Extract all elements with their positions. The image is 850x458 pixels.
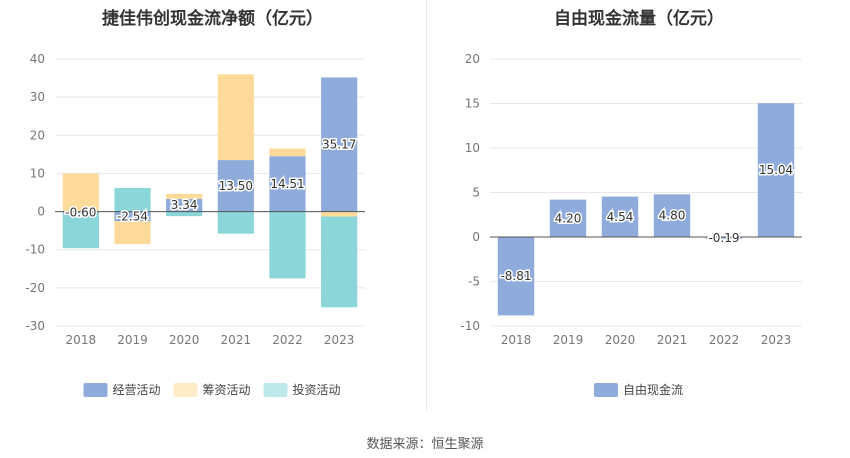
bar-series-1: [217, 74, 254, 161]
data-label: 4.20: [555, 211, 582, 225]
bar-series-1: [114, 221, 151, 245]
bar-primary: [653, 194, 691, 237]
y-tick-label: 10: [465, 141, 480, 155]
x-tick-label: 2021: [221, 333, 252, 347]
bar-series-1: [166, 193, 203, 199]
y-tick-label: 5: [472, 186, 480, 200]
data-label: 15.04: [759, 163, 793, 177]
y-tick-label: 10: [30, 166, 45, 180]
bar-series-2: [217, 211, 254, 234]
data-label: -0.60: [65, 206, 96, 220]
bar-series-2: [166, 211, 203, 217]
x-tick-label: 2020: [169, 333, 200, 347]
source-note: 数据来源：恒生聚源: [366, 437, 484, 452]
bar-primary: [549, 199, 587, 237]
x-tick-label: 2018: [501, 333, 532, 347]
legend-label: 筹资活动: [203, 383, 251, 397]
bar-primary: [217, 160, 254, 212]
bar-primary: [321, 77, 358, 212]
y-tick-label: -10: [25, 243, 45, 257]
bar-primary: [705, 237, 743, 239]
x-tick-label: 2021: [657, 333, 688, 347]
legend-label: 投资活动: [293, 382, 341, 397]
free-cashflow-svg: -10 -5 0 5 10 15 20 2018 2019 2020 2021 2022 2023 -8.…: [460, 52, 802, 397]
x-tick-label: 2023: [761, 333, 792, 347]
data-label: -2.54: [117, 209, 148, 223]
y-tick-label: 30: [30, 90, 45, 104]
chart-title: 捷佳伟创现金流净额（亿元）: [102, 9, 323, 29]
data-label: 14.51: [270, 177, 304, 191]
bar-series-2: [321, 216, 358, 308]
bar-primary: [497, 237, 535, 316]
bar-primary: [601, 196, 639, 237]
bar-series-2: [114, 187, 151, 212]
x-tick-label: 2020: [605, 333, 636, 347]
x-tick-label: 2019: [553, 333, 584, 347]
y-tick-label: 0: [472, 230, 480, 244]
free-cashflow-chart: 自由现金流量（亿元） -10 -5 0 5 10 15 20 2018 2019 2020 2021…: [428, 0, 850, 415]
y-tick-label: 20: [30, 128, 45, 142]
x-tick-label: 2022: [272, 333, 303, 347]
cashflow-net-chart: 捷佳伟创现金流净额（亿元） -30 -20 -10 0 10 20 30 40 2018 2019…: [0, 0, 425, 415]
y-tick-label: -30: [25, 319, 45, 333]
panel-divider: [426, 0, 427, 410]
y-tick-label: -10: [460, 319, 480, 333]
x-tick-label: 2019: [117, 333, 148, 347]
bar-series-2: [62, 213, 99, 249]
bar-primary: [757, 103, 795, 237]
legend-swatch: [594, 383, 618, 397]
legend-label: 经营活动: [113, 383, 161, 397]
chart-title: 自由现金流量（亿元）: [554, 9, 724, 29]
x-tick-label: 2022: [709, 333, 740, 347]
legend-swatch: [173, 383, 198, 397]
y-tick-label: -20: [25, 281, 45, 295]
y-tick-label: 15: [465, 97, 480, 111]
y-tick-label: 0: [37, 205, 45, 219]
bar-series-1: [62, 173, 99, 212]
bar-primary: [62, 211, 99, 214]
legend-swatch: [263, 383, 288, 397]
cashflow-net-svg: -30 -20 -10 0 10 20 30 40 2018 2019 2020 2021 2022 20…: [25, 52, 365, 397]
data-label: 35.17: [322, 137, 356, 151]
y-tick-label: 20: [465, 52, 480, 66]
data-label: 13.50: [219, 179, 253, 193]
legend-label: 自由现金流: [623, 382, 683, 397]
y-tick-label: -5: [468, 275, 480, 289]
y-tick-label: 40: [30, 52, 45, 66]
x-tick-label: 2018: [66, 333, 97, 347]
bar-primary: [114, 211, 151, 222]
bar-primary: [166, 198, 203, 212]
data-label: 4.80: [659, 209, 686, 223]
x-tick-label: 2023: [324, 333, 355, 347]
bar-series-1: [269, 148, 306, 157]
data-label: -8.81: [500, 269, 531, 283]
bar-series-1: [321, 211, 358, 217]
bar-series-2: [269, 211, 306, 279]
data-label: 3.34: [171, 198, 198, 212]
data-label: 4.54: [607, 210, 634, 224]
legend-swatch: [83, 383, 108, 397]
bar-primary: [269, 156, 306, 212]
data-label: -0.19: [708, 231, 739, 245]
